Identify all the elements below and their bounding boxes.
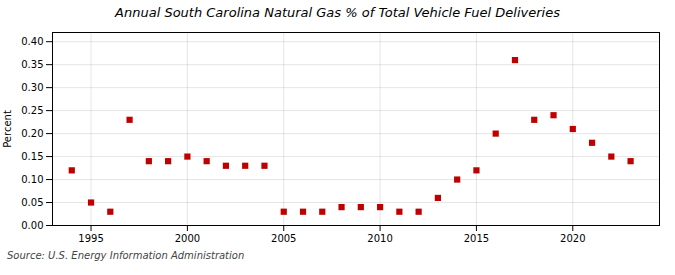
svg-text:1995: 1995: [78, 233, 103, 244]
svg-text:0.10: 0.10: [21, 174, 43, 185]
svg-text:0.30: 0.30: [21, 82, 43, 93]
svg-text:2015: 2015: [464, 233, 489, 244]
svg-text:0.00: 0.00: [21, 220, 43, 231]
svg-text:0.25: 0.25: [21, 105, 43, 116]
svg-text:2020: 2020: [560, 233, 585, 244]
svg-text:2010: 2010: [367, 233, 392, 244]
svg-text:0.40: 0.40: [21, 36, 43, 47]
svg-text:Percent: Percent: [2, 110, 13, 148]
html-text:Annual South Carolina Natural: Annual South Carolina Natural Gas % of T…: [115, 5, 560, 20]
html-text:Source: U.S. Energy Informatio: Source: U.S. Energy Information Administ…: [7, 250, 245, 261]
svg-text:2005: 2005: [271, 233, 296, 244]
svg-text:2000: 2000: [175, 233, 200, 244]
svg-text:0.05: 0.05: [21, 197, 43, 208]
svg-text:0.20: 0.20: [21, 128, 43, 139]
svg-text:0.35: 0.35: [21, 59, 43, 70]
svg-text:0.15: 0.15: [21, 151, 43, 162]
